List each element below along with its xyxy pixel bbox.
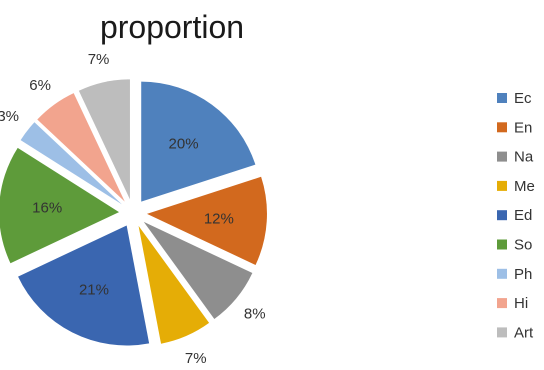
legend-swatch-me xyxy=(497,180,507,191)
pie-slice-me xyxy=(138,225,210,344)
pie-slice-ph xyxy=(20,122,122,205)
legend-label-me: Me xyxy=(514,178,535,195)
slice-label-ec: 20% xyxy=(169,135,199,152)
legend-label-art: Art xyxy=(514,324,534,341)
pie-slices xyxy=(0,79,267,346)
pie-slice-ec xyxy=(141,81,256,202)
pie-slice-so xyxy=(0,147,120,264)
slice-label-en: 12% xyxy=(204,210,234,227)
slice-label-na: 8% xyxy=(244,306,266,323)
legend-swatch-na xyxy=(497,151,507,162)
chart-title: proportion xyxy=(100,9,244,45)
legend-swatch-ec xyxy=(497,93,507,103)
slice-labels: 20% 12% 8% 7% 21% 16% 3% 6% 7% xyxy=(0,51,266,367)
slice-label-hi: 6% xyxy=(29,77,51,94)
legend-label-hi: Hi xyxy=(514,295,528,312)
legend-label-ec: Ec xyxy=(514,90,532,107)
pie-slice-ed xyxy=(18,225,150,346)
legend-label-na: Na xyxy=(514,149,534,166)
slice-label-ed: 21% xyxy=(79,282,109,299)
legend-swatch-en xyxy=(497,122,507,133)
slice-label-art: 7% xyxy=(88,51,110,68)
slice-label-so: 16% xyxy=(32,200,62,217)
pie-slice-na xyxy=(143,221,253,320)
legend-swatch-hi xyxy=(497,298,507,309)
pie-slice-hi xyxy=(37,93,125,202)
legend-label-ph: Ph xyxy=(514,266,532,283)
legend-swatch-art xyxy=(497,327,507,338)
slice-label-me: 7% xyxy=(185,350,207,367)
legend-label-so: So xyxy=(514,237,532,254)
slice-label-ph: 3% xyxy=(0,108,19,125)
legend-swatch-ed xyxy=(497,210,507,221)
legend-label-en: En xyxy=(514,119,532,136)
legend: Ec En Na Me Ed So Ph Hi Art xyxy=(497,90,535,341)
legend-label-ed: Ed xyxy=(514,207,532,224)
pie-slice-en xyxy=(146,176,267,265)
legend-swatch-so xyxy=(497,239,507,250)
legend-swatch-ph xyxy=(497,268,507,279)
pie-slice-art xyxy=(78,79,130,200)
